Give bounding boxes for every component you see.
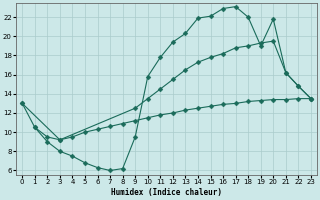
X-axis label: Humidex (Indice chaleur): Humidex (Indice chaleur) bbox=[111, 188, 222, 197]
